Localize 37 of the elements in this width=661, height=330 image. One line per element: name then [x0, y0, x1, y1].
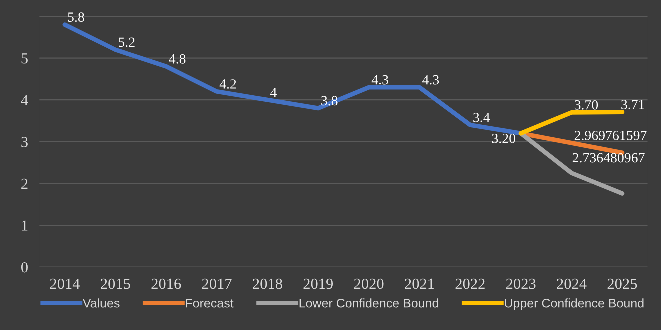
data-label: 4 [270, 88, 277, 98]
data-label: 4.3 [372, 75, 388, 85]
y-tick-label: 4 [21, 95, 28, 106]
x-tick-label: 2016 [152, 278, 182, 290]
x-tick-label: 2023 [506, 278, 536, 290]
x-tick-label: 2018 [253, 278, 282, 290]
x-tick-label: 2017 [202, 278, 232, 290]
x-tick-label: 2024 [557, 278, 587, 290]
data-label: 4.8 [169, 54, 186, 64]
x-tick-label: 2021 [405, 278, 434, 290]
data-label: 5.2 [119, 38, 135, 48]
data-label: 4.2 [220, 80, 236, 89]
legend-label: Lower Confidence Bound [300, 298, 438, 308]
data-label: 2.969761597 [574, 131, 647, 140]
legend-label: Forecast [186, 299, 234, 308]
data-label: 3.71 [622, 100, 644, 110]
y-tick-label: 3 [22, 137, 28, 148]
data-label: 3.8 [322, 96, 338, 106]
data-label: 3.4 [474, 113, 490, 122]
y-tick-label: 1 [22, 220, 28, 231]
data-label: 3.20 [492, 134, 516, 144]
y-tick-label: 2 [22, 178, 28, 189]
data-label: 5.8 [68, 12, 84, 22]
data-label: 4.3 [422, 75, 440, 85]
data-label: 2.736480967 [572, 153, 645, 163]
y-tick-label: 0 [21, 262, 28, 273]
line-series [62, 22, 524, 136]
legend-label: Values [82, 298, 120, 308]
x-tick-label: 2015 [101, 278, 130, 290]
legend-label: Upper Confidence Bound [505, 298, 644, 310]
data-label: 3.70 [574, 100, 598, 110]
x-tick-label: 2020 [354, 278, 384, 290]
x-tick-label: 2014 [50, 278, 80, 290]
x-tick-label: 2019 [304, 278, 334, 290]
x-tick-label: 2025 [608, 278, 638, 290]
y-tick-label: 5 [22, 54, 28, 64]
x-tick-label: 2022 [456, 278, 485, 290]
